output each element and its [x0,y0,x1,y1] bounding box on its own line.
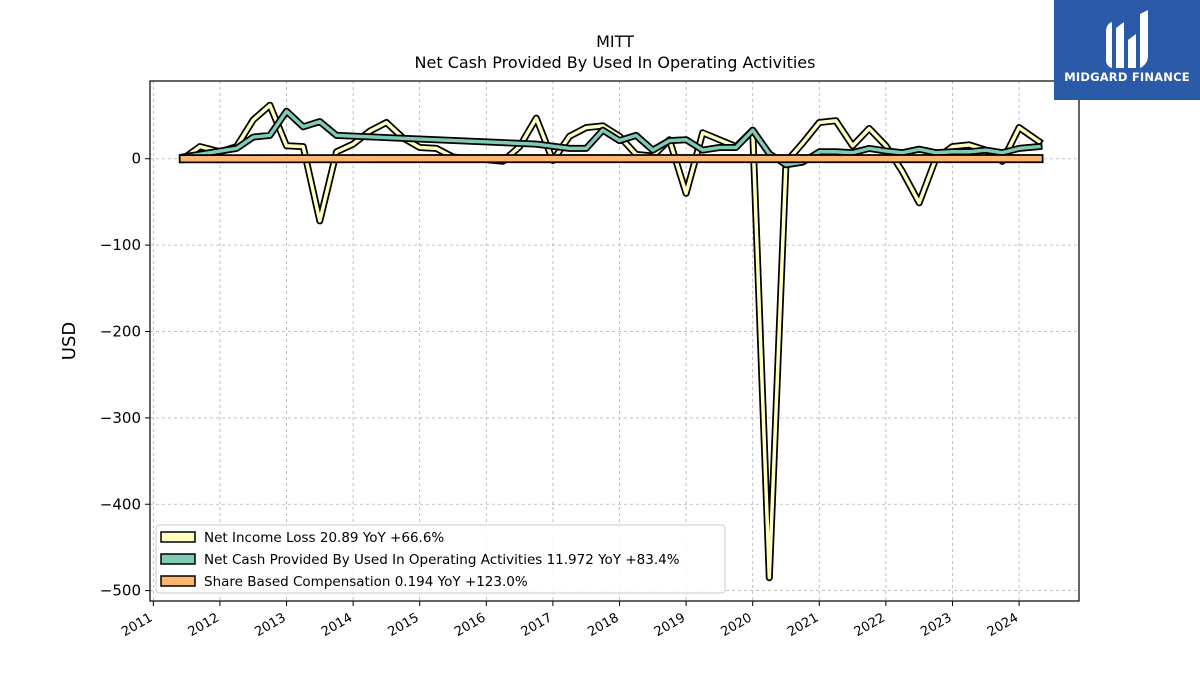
x-tick-label: 2024 [985,610,1021,640]
x-tick-label: 2023 [918,610,954,640]
x-tick-label: 2016 [452,610,488,640]
y-tick-label: −100 [100,236,141,254]
y-tick-label: −300 [100,409,141,427]
x-tick-label: 2015 [386,610,422,640]
brand-logo: MIDGARD FINANCE [1054,0,1200,100]
series-line-outline [178,101,1044,582]
x-tick-label: 2011 [119,610,155,640]
y-axis-label: USD [59,322,80,360]
legend: Net Income Loss 20.89 YoY +66.6% Net Cash… [155,524,726,594]
brand-name: MIDGARD FINANCE [1064,70,1190,84]
plot-frame [149,80,1080,602]
x-tick-label: 2021 [785,610,821,640]
x-tick-label: 2017 [519,610,555,640]
y-tick-label: −200 [100,322,141,340]
plot-area [178,101,1044,582]
x-tick-label: 2018 [585,610,621,640]
x-tick-label: 2014 [319,610,355,640]
legend-swatch [160,575,196,587]
grid [150,81,1079,601]
x-tick-label: 2013 [252,610,288,640]
y-tick-label: −400 [100,495,141,513]
legend-label: Net Cash Provided By Used In Operating A… [204,552,680,568]
legend-box [155,524,726,594]
x-tick-label: 2022 [852,610,888,640]
series-1 [178,101,1044,582]
legend-label: Share Based Compensation 0.194 YoY +123.… [204,574,528,590]
y-tick-label: −500 [100,582,141,600]
chart-subtitle: Net Cash Provided By Used In Operating A… [415,53,816,72]
legend-label: Net Income Loss 20.89 YoY +66.6% [204,530,444,546]
x-tick-label: 2020 [719,610,755,640]
y-axis: 0 −100 −200 −300 −400 −500 [100,150,150,600]
x-tick-label: 2012 [186,610,222,640]
legend-swatch [160,531,196,543]
series-2 [179,107,1043,169]
y-tick-label: 0 [131,150,141,168]
series-line [181,109,1041,167]
x-tick-label: 2019 [652,610,688,640]
legend-swatch [160,553,196,565]
x-axis: 2011 2012 2013 2014 2015 2016 2017 2018 2019 2020… [119,601,1021,640]
chart-title: MITT [596,32,634,51]
midgard-logo-icon [1106,10,1148,68]
